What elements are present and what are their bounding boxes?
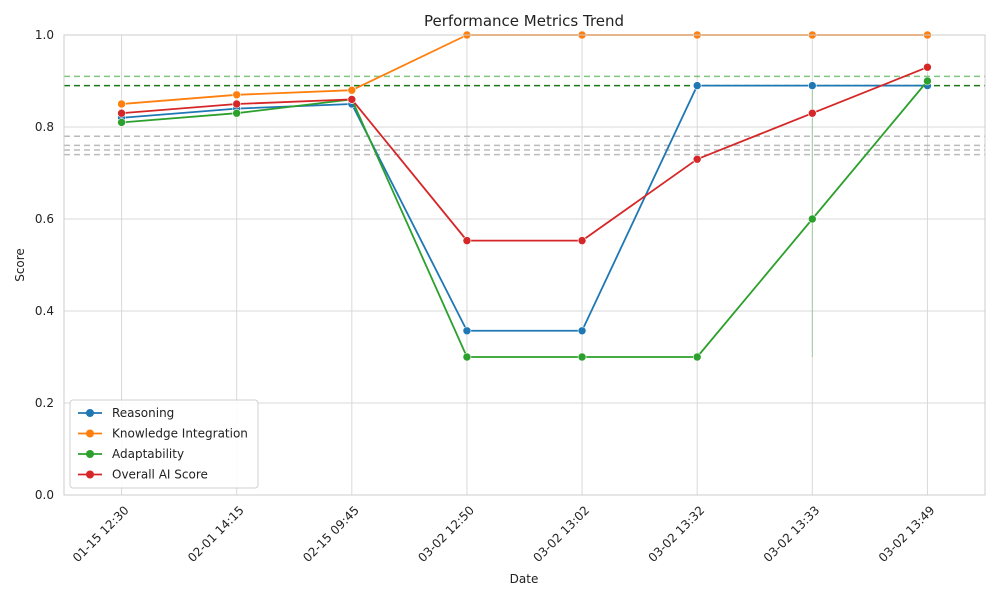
legend-box [69, 399, 259, 489]
legend-swatch-marker [86, 429, 94, 438]
data-point [808, 214, 817, 224]
data-point [462, 326, 472, 336]
data-point [462, 352, 472, 362]
data-point [117, 99, 126, 109]
x-tick-label: 01-15 12:30 [70, 503, 132, 565]
legend-label: Adaptability [112, 447, 184, 461]
data-point [577, 352, 587, 362]
data-point [692, 154, 702, 164]
data-point [347, 95, 357, 104]
y-tick-label: 0.2 [35, 396, 54, 410]
data-point [462, 236, 472, 245]
y-tick-label: 0.4 [35, 304, 54, 318]
legend-swatch-marker [86, 409, 94, 417]
data-point [232, 99, 241, 109]
x-tick-label: 02-01 14:15 [185, 503, 247, 565]
y-tick-label: 0.8 [35, 120, 54, 134]
x-tick-label: 03-02 13:33 [761, 503, 823, 565]
data-point [692, 81, 702, 90]
y-tick-label: 1.0 [35, 28, 54, 42]
chart-title: Performance Metrics Trend [424, 12, 624, 30]
data-point [808, 108, 817, 118]
legend-label: Knowledge Integration [112, 427, 248, 441]
series-line [121, 66, 928, 242]
x-tick-label: 03-02 12:50 [415, 503, 477, 565]
legend-label: Overall AI Score [112, 468, 208, 482]
data-point [232, 108, 241, 118]
x-tick-label: 02-15 09:45 [300, 503, 362, 565]
legend: Reasoning Knowledge Integration Adaptabili… [69, 399, 259, 489]
legend-swatch-marker [86, 470, 94, 479]
series-line [121, 84, 928, 332]
legend-swatch-marker [86, 450, 94, 458]
y-axis-label: Score [13, 248, 27, 282]
data-point [117, 118, 126, 127]
series-overall-ai-score [117, 62, 932, 245]
x-tick-label: 03-02 13:02 [530, 503, 592, 565]
data-point [232, 90, 241, 100]
data-point [347, 85, 357, 95]
data-point [808, 81, 817, 90]
data-point [117, 108, 126, 118]
data-point [577, 326, 587, 336]
series-adaptability [117, 76, 932, 362]
data-point [923, 62, 932, 72]
plot-border [63, 34, 986, 496]
data-point [577, 236, 587, 245]
data-point [692, 352, 702, 362]
x-tick-label: 03-02 13:49 [876, 503, 938, 565]
y-tick-label: 0.0 [35, 488, 54, 502]
y-tick-label: 0.6 [35, 212, 54, 226]
x-axis-label: Date [510, 572, 539, 586]
x-tick-label: 03-02 13:32 [646, 503, 708, 565]
series-line [121, 80, 929, 358]
data-point [923, 76, 932, 86]
legend-label: Reasoning [112, 406, 174, 420]
